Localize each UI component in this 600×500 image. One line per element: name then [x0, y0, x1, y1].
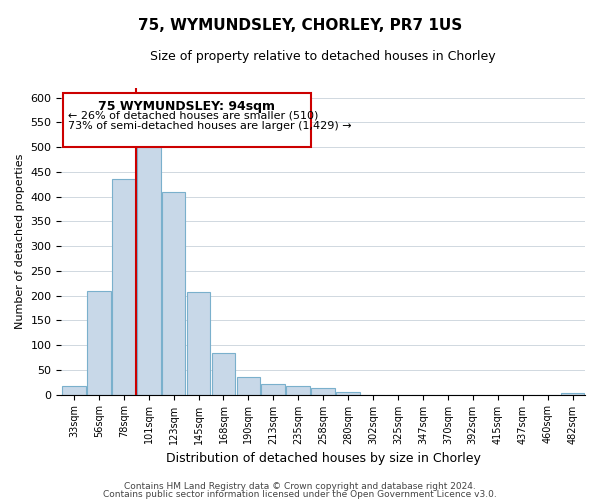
- Bar: [336, 392, 360, 394]
- Bar: [62, 92, 311, 147]
- Text: 75, WYMUNDSLEY, CHORLEY, PR7 1US: 75, WYMUNDSLEY, CHORLEY, PR7 1US: [138, 18, 462, 32]
- Text: 75 WYMUNDSLEY: 94sqm: 75 WYMUNDSLEY: 94sqm: [98, 100, 275, 113]
- Bar: [112, 180, 136, 394]
- Bar: [236, 378, 260, 394]
- Bar: [187, 292, 211, 395]
- Bar: [62, 386, 86, 394]
- Title: Size of property relative to detached houses in Chorley: Size of property relative to detached ho…: [151, 50, 496, 63]
- Bar: [137, 147, 161, 394]
- Bar: [560, 393, 584, 394]
- Text: Contains public sector information licensed under the Open Government Licence v3: Contains public sector information licen…: [103, 490, 497, 499]
- Bar: [87, 290, 110, 395]
- Bar: [311, 388, 335, 394]
- Bar: [212, 352, 235, 395]
- Bar: [262, 384, 285, 394]
- Text: ← 26% of detached houses are smaller (510): ← 26% of detached houses are smaller (51…: [68, 110, 318, 120]
- X-axis label: Distribution of detached houses by size in Chorley: Distribution of detached houses by size …: [166, 452, 481, 465]
- Y-axis label: Number of detached properties: Number of detached properties: [15, 154, 25, 329]
- Bar: [162, 192, 185, 394]
- Text: Contains HM Land Registry data © Crown copyright and database right 2024.: Contains HM Land Registry data © Crown c…: [124, 482, 476, 491]
- Text: 73% of semi-detached houses are larger (1,429) →: 73% of semi-detached houses are larger (…: [68, 121, 351, 131]
- Bar: [286, 386, 310, 394]
